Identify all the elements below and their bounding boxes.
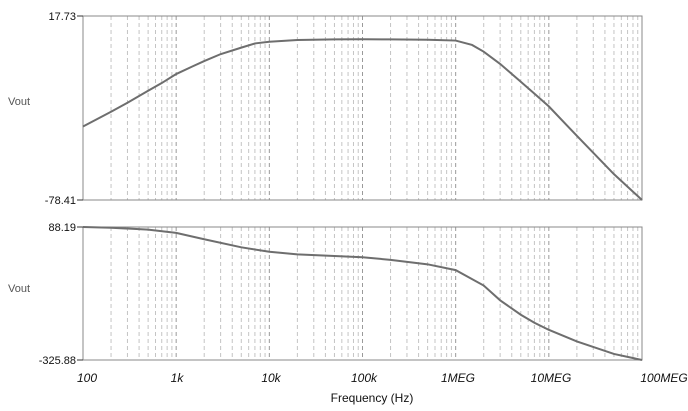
phase-gridlines: [110, 227, 639, 360]
x-axis: 100 1k 10k 100k 1MEG 10MEG 100MEG Freque…: [77, 371, 688, 405]
magnitude-series-line: [82, 38, 643, 201]
phase-ymax-label: 88.19: [48, 222, 76, 234]
phase-ymin-label: -325.88: [39, 355, 76, 367]
phase-panel: 88.19 -325.88 Vout: [8, 222, 643, 367]
magnitude-panel: 17.73 -78.41 Vout: [8, 11, 643, 207]
phase-plot-frame: [82, 226, 643, 361]
xtick-1meg: 1MEG: [441, 371, 475, 385]
xtick-100meg: 100MEG: [640, 371, 687, 385]
magnitude-gridlines: [110, 16, 639, 200]
phase-ylabel: Vout: [8, 283, 30, 295]
xtick-1k: 1k: [171, 371, 185, 385]
xtick-10meg: 10MEG: [531, 371, 572, 385]
magnitude-plot-frame: [82, 15, 643, 201]
magnitude-ylabel: Vout: [8, 96, 30, 108]
x-axis-label: Frequency (Hz): [331, 391, 414, 405]
magnitude-ymax-label: 17.73: [48, 11, 76, 23]
xtick-100k: 100k: [351, 371, 378, 385]
xtick-100: 100: [77, 371, 97, 385]
phase-series-line: [82, 226, 643, 361]
magnitude-ymin-label: -78.41: [45, 195, 76, 207]
xtick-10k: 10k: [261, 371, 281, 385]
